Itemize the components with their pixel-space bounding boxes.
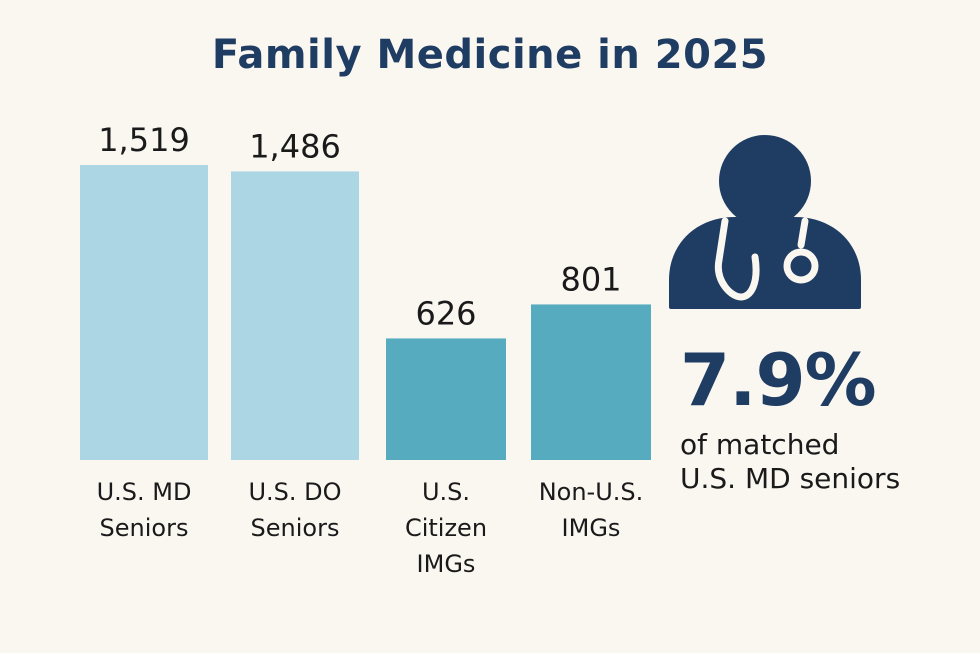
bar [80, 165, 208, 460]
bar-value-label: 626 [415, 294, 476, 332]
bar-value-label: 1,519 [98, 121, 190, 159]
category-label: U.S. DO [248, 478, 341, 506]
bar [231, 171, 359, 461]
doctor-torso [669, 217, 861, 309]
chart-title: Family Medicine in 2025 [211, 32, 769, 78]
category-label: U.S. MD [97, 478, 192, 506]
bar-chart: 1,519 U.S. MD Seniors 1,486 U.S. DO Seniors 62… [80, 121, 651, 578]
category-label: Citizen [405, 514, 487, 542]
stat-caption: of matched U.S. MD seniors [680, 428, 970, 496]
category-label: Seniors [100, 514, 189, 542]
bar [386, 338, 506, 460]
stethoscope-tube-left [714, 217, 760, 301]
stat-caption-line: of matched [680, 428, 840, 461]
category-label: IMGs [417, 550, 476, 578]
category-label: Seniors [251, 514, 340, 542]
stat-percentage: 7.9% [680, 338, 877, 422]
category-label: Non-U.S. [539, 478, 644, 506]
bar [531, 304, 651, 460]
category-label: U.S. [422, 478, 470, 506]
category-label: IMGs [562, 514, 621, 542]
bar-value-label: 1,486 [249, 127, 341, 165]
doctor-stethoscope-icon [669, 135, 861, 309]
bar-value-label: 801 [560, 260, 621, 298]
stat-caption-line: U.S. MD seniors [680, 462, 901, 495]
stethoscope-tube-right [797, 217, 809, 249]
doctor-head [719, 135, 811, 227]
stethoscope-chestpiece [783, 248, 819, 284]
